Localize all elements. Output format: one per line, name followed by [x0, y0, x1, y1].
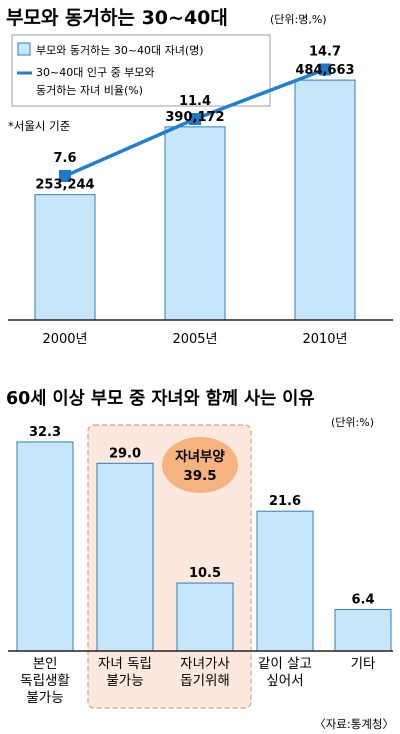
- chart1-tick-labels: 2000년 2005년 2010년: [42, 332, 347, 347]
- source-note: 〈자료:통계청〉: [314, 717, 394, 731]
- group-badge: [162, 437, 238, 493]
- chart1-legend-box: [11, 34, 271, 107]
- chart2-bar-value-label: 29.0: [109, 446, 141, 461]
- chart1-title: 부모와 동거하는 30~40대: [6, 7, 228, 29]
- chart1-line-marker: [319, 63, 331, 76]
- chart1-line-value-label: 14.7: [309, 45, 341, 60]
- chart1-x-tick-label: 2005년: [172, 332, 217, 347]
- chart2-bar: [16, 441, 74, 652]
- chart1-line-marker: [189, 113, 201, 125]
- chart2-category-label: 독립생활: [20, 673, 70, 689]
- chart2-category-label: 싶어서: [266, 673, 303, 689]
- group-badge-value: 39.5: [183, 468, 216, 484]
- group-badge-name: 자녀부양: [175, 448, 225, 465]
- chart2-labels: 32.3 29.0 10.5 21.6 6.4: [29, 425, 375, 608]
- chart1-line-value-label: 7.6: [53, 151, 76, 166]
- chart2-category-label: 기타: [351, 656, 376, 672]
- chart1-line-value-label: 11.4: [179, 94, 211, 109]
- chart2-unit: (단위:%): [331, 416, 374, 429]
- chart2-category-label: 같이 살고: [258, 656, 312, 672]
- chart1-labels: 253,244 390,172 484,663 7.6 11.4 14.7: [35, 45, 354, 193]
- legend-bar-label: 부모와 동거하는 30~40대 자녀(명): [36, 43, 204, 57]
- chart1-line-marker: [59, 170, 71, 182]
- chart2-category-label: 불가능: [106, 673, 143, 689]
- chart1-bar-value-label: 253,244: [35, 178, 94, 193]
- chart2-bar-value-label: 6.4: [351, 593, 374, 608]
- legend-line-label-1: 30~40대 인구 중 부모와: [36, 66, 155, 79]
- chart2-category-label: 돕기위해: [180, 673, 230, 689]
- chart1-x-tick-label: 2000년: [42, 332, 87, 347]
- chart2-bar: [334, 609, 392, 652]
- chart2-bar: [176, 582, 234, 652]
- chart2-title: 60세 이상 부모 중 자녀와 함께 사는 이유: [6, 388, 315, 409]
- chart1-note: *서울시 기준: [8, 119, 70, 133]
- chart1-x-tick-label: 2010년: [302, 332, 347, 347]
- chart2-bars: [16, 441, 392, 652]
- chart2-bar: [256, 510, 314, 652]
- chart1-line: [59, 63, 331, 182]
- chart1-unit: (단위:명,%): [270, 13, 327, 26]
- chart2-bar-value-label: 21.6: [269, 494, 301, 509]
- chart2-bar-value-label: 10.5: [189, 566, 221, 581]
- chart2-category-label: 자녀 독립: [98, 656, 152, 672]
- chart2-category-label: 자녀가사: [180, 656, 230, 672]
- chart2-category-label: 불가능: [26, 690, 63, 706]
- chart1-bar: [34, 194, 96, 321]
- chart1-bar: [164, 126, 226, 321]
- chart2-bar-value-label: 32.3: [29, 425, 61, 440]
- chart1-bar-value-label: 484,663: [295, 63, 354, 78]
- legend-bar-swatch: [17, 42, 31, 56]
- chart2-category-label: 본인: [33, 656, 58, 672]
- chart1-bar: [294, 79, 356, 321]
- legend-line-label-2: 동거하는 자녀 비율(%): [36, 83, 143, 97]
- chart1-bar-value-label: 390,172: [165, 110, 224, 125]
- chart2-bar: [96, 462, 154, 652]
